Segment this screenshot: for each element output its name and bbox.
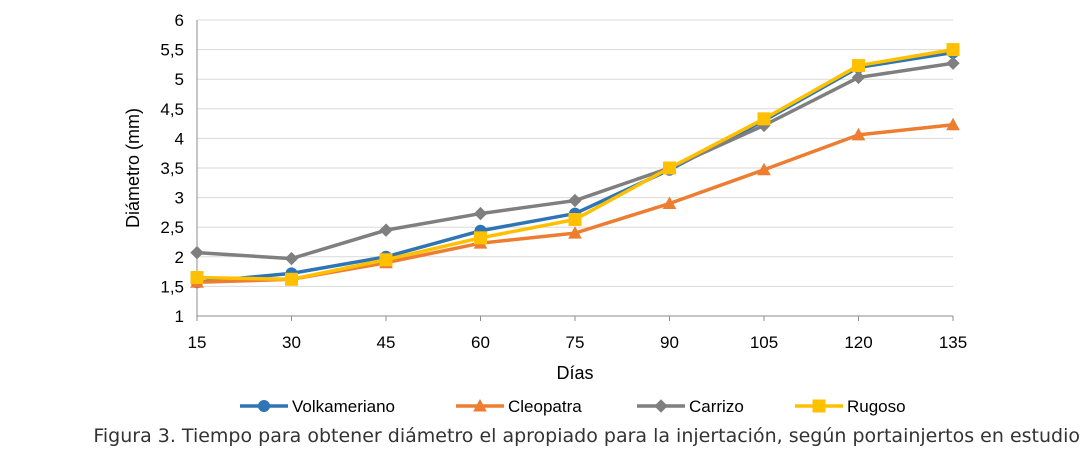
data-point: [285, 272, 298, 286]
y-tick-label: 2: [175, 248, 184, 267]
series-line: [196, 47, 954, 282]
x-tick-label: 30: [282, 333, 301, 352]
data-point: [663, 161, 676, 175]
line-chart: 1 1,5 2 2,5 3 3,5 4 4,5 5 5,5 6 15 30 45 60 75 90 105 120…: [123, 11, 967, 416]
data-point: [474, 231, 487, 245]
y-tick-label: 1,5: [160, 277, 184, 296]
legend-label: Volkameriano: [292, 397, 395, 416]
x-tick-label: 120: [844, 333, 872, 352]
figure-caption: Figura 3. Tiempo para obtener diámetro e…: [93, 425, 1080, 447]
x-tick-label: 75: [566, 333, 585, 352]
legend-item-volkameriano: Volkameriano: [240, 397, 395, 416]
x-tick-label: 105: [750, 333, 778, 352]
y-tick-label: 5: [175, 70, 184, 89]
data-point: [568, 226, 582, 239]
legend-label: Carrizo: [689, 397, 744, 416]
legend-label: Rugoso: [847, 397, 906, 416]
legend-marker: [258, 400, 270, 412]
legend-marker: [654, 399, 668, 413]
x-tick-label: 60: [471, 333, 490, 352]
data-point: [852, 59, 865, 73]
x-tick-label: 90: [660, 333, 679, 352]
data-point: [379, 223, 393, 237]
data-point: [568, 193, 582, 208]
x-axis-ticks: 15 30 45 60 75 90 105 120 135: [188, 316, 967, 352]
y-tick-label: 5,5: [160, 41, 184, 60]
data-point: [946, 43, 960, 57]
legend-item-rugoso: Rugoso: [795, 397, 906, 416]
x-tick-label: 135: [939, 333, 967, 352]
y-tick-label: 3: [175, 189, 184, 208]
legend-label: Cleopatra: [508, 397, 582, 416]
y-tick-label: 2,5: [160, 218, 184, 237]
legend-item-carrizo: Carrizo: [637, 397, 744, 416]
data-point: [568, 213, 582, 227]
series-rugoso: [190, 43, 960, 286]
y-tick-label: 1: [175, 307, 184, 326]
x-tick-label: 15: [188, 333, 207, 352]
y-axis-label: Diámetro (mm): [123, 108, 143, 228]
data-point: [379, 253, 393, 267]
x-tick-label: 45: [377, 333, 396, 352]
y-axis-ticks: 1 1,5 2 2,5 3 3,5 4 4,5 5 5,5 6: [160, 11, 184, 326]
data-point: [757, 112, 771, 126]
chart-series: [190, 43, 960, 289]
data-point: [851, 127, 866, 141]
data-point: [757, 162, 771, 176]
data-point: [190, 245, 204, 260]
data-point: [284, 251, 299, 266]
data-point: [190, 271, 204, 285]
y-tick-label: 4,5: [160, 100, 184, 119]
legend-marker: [473, 398, 487, 412]
data-point: [851, 70, 866, 85]
data-point: [662, 196, 677, 210]
x-axis-label: Días: [556, 363, 593, 383]
y-tick-label: 3,5: [160, 159, 184, 178]
data-point: [473, 206, 488, 221]
data-point: [946, 117, 960, 131]
chart-legend: Volkameriano Cleopatra Carrizo Rugoso: [240, 397, 906, 416]
y-tick-label: 6: [175, 11, 184, 30]
legend-marker: [812, 399, 826, 413]
legend-item-cleopatra: Cleopatra: [456, 397, 582, 416]
data-point: [946, 56, 960, 70]
y-tick-label: 4: [175, 129, 184, 148]
